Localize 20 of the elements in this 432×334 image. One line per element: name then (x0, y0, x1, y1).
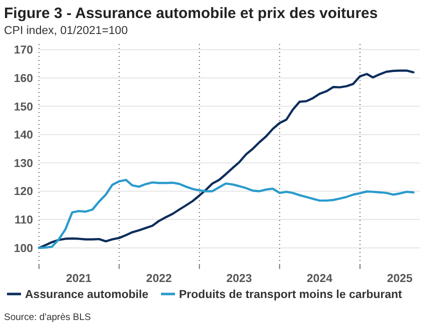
source-note: Source: d'après BLS (4, 312, 91, 323)
x-tick-label: 2022 (146, 273, 172, 285)
y-tick-label: 140 (14, 130, 33, 142)
line-series (38, 70, 415, 249)
line-series (38, 178, 415, 249)
y-tick-label: 130 (14, 158, 33, 170)
y-tick-label: 110 (14, 214, 33, 227)
legend-label: Produits de transport moins le carburant (179, 289, 402, 301)
y-tick-label: 170 (14, 44, 33, 57)
x-tick-label: 2021 (66, 273, 92, 285)
chart-subtitle: CPI index, 01/2021=100 (4, 25, 128, 37)
y-tick-label: 150 (14, 101, 33, 114)
y-tick-label: 100 (14, 242, 33, 255)
x-tick-label: 2025 (386, 273, 414, 285)
legend-label: Assurance automobile (25, 289, 148, 301)
x-tick-label: 2024 (306, 273, 333, 285)
chart-title: Figure 3 - Assurance automobile et prix des voitures (4, 5, 378, 22)
x-tick-label: 2023 (226, 273, 252, 285)
y-tick-label: 120 (14, 186, 33, 198)
y-tick-label: 160 (14, 73, 33, 85)
